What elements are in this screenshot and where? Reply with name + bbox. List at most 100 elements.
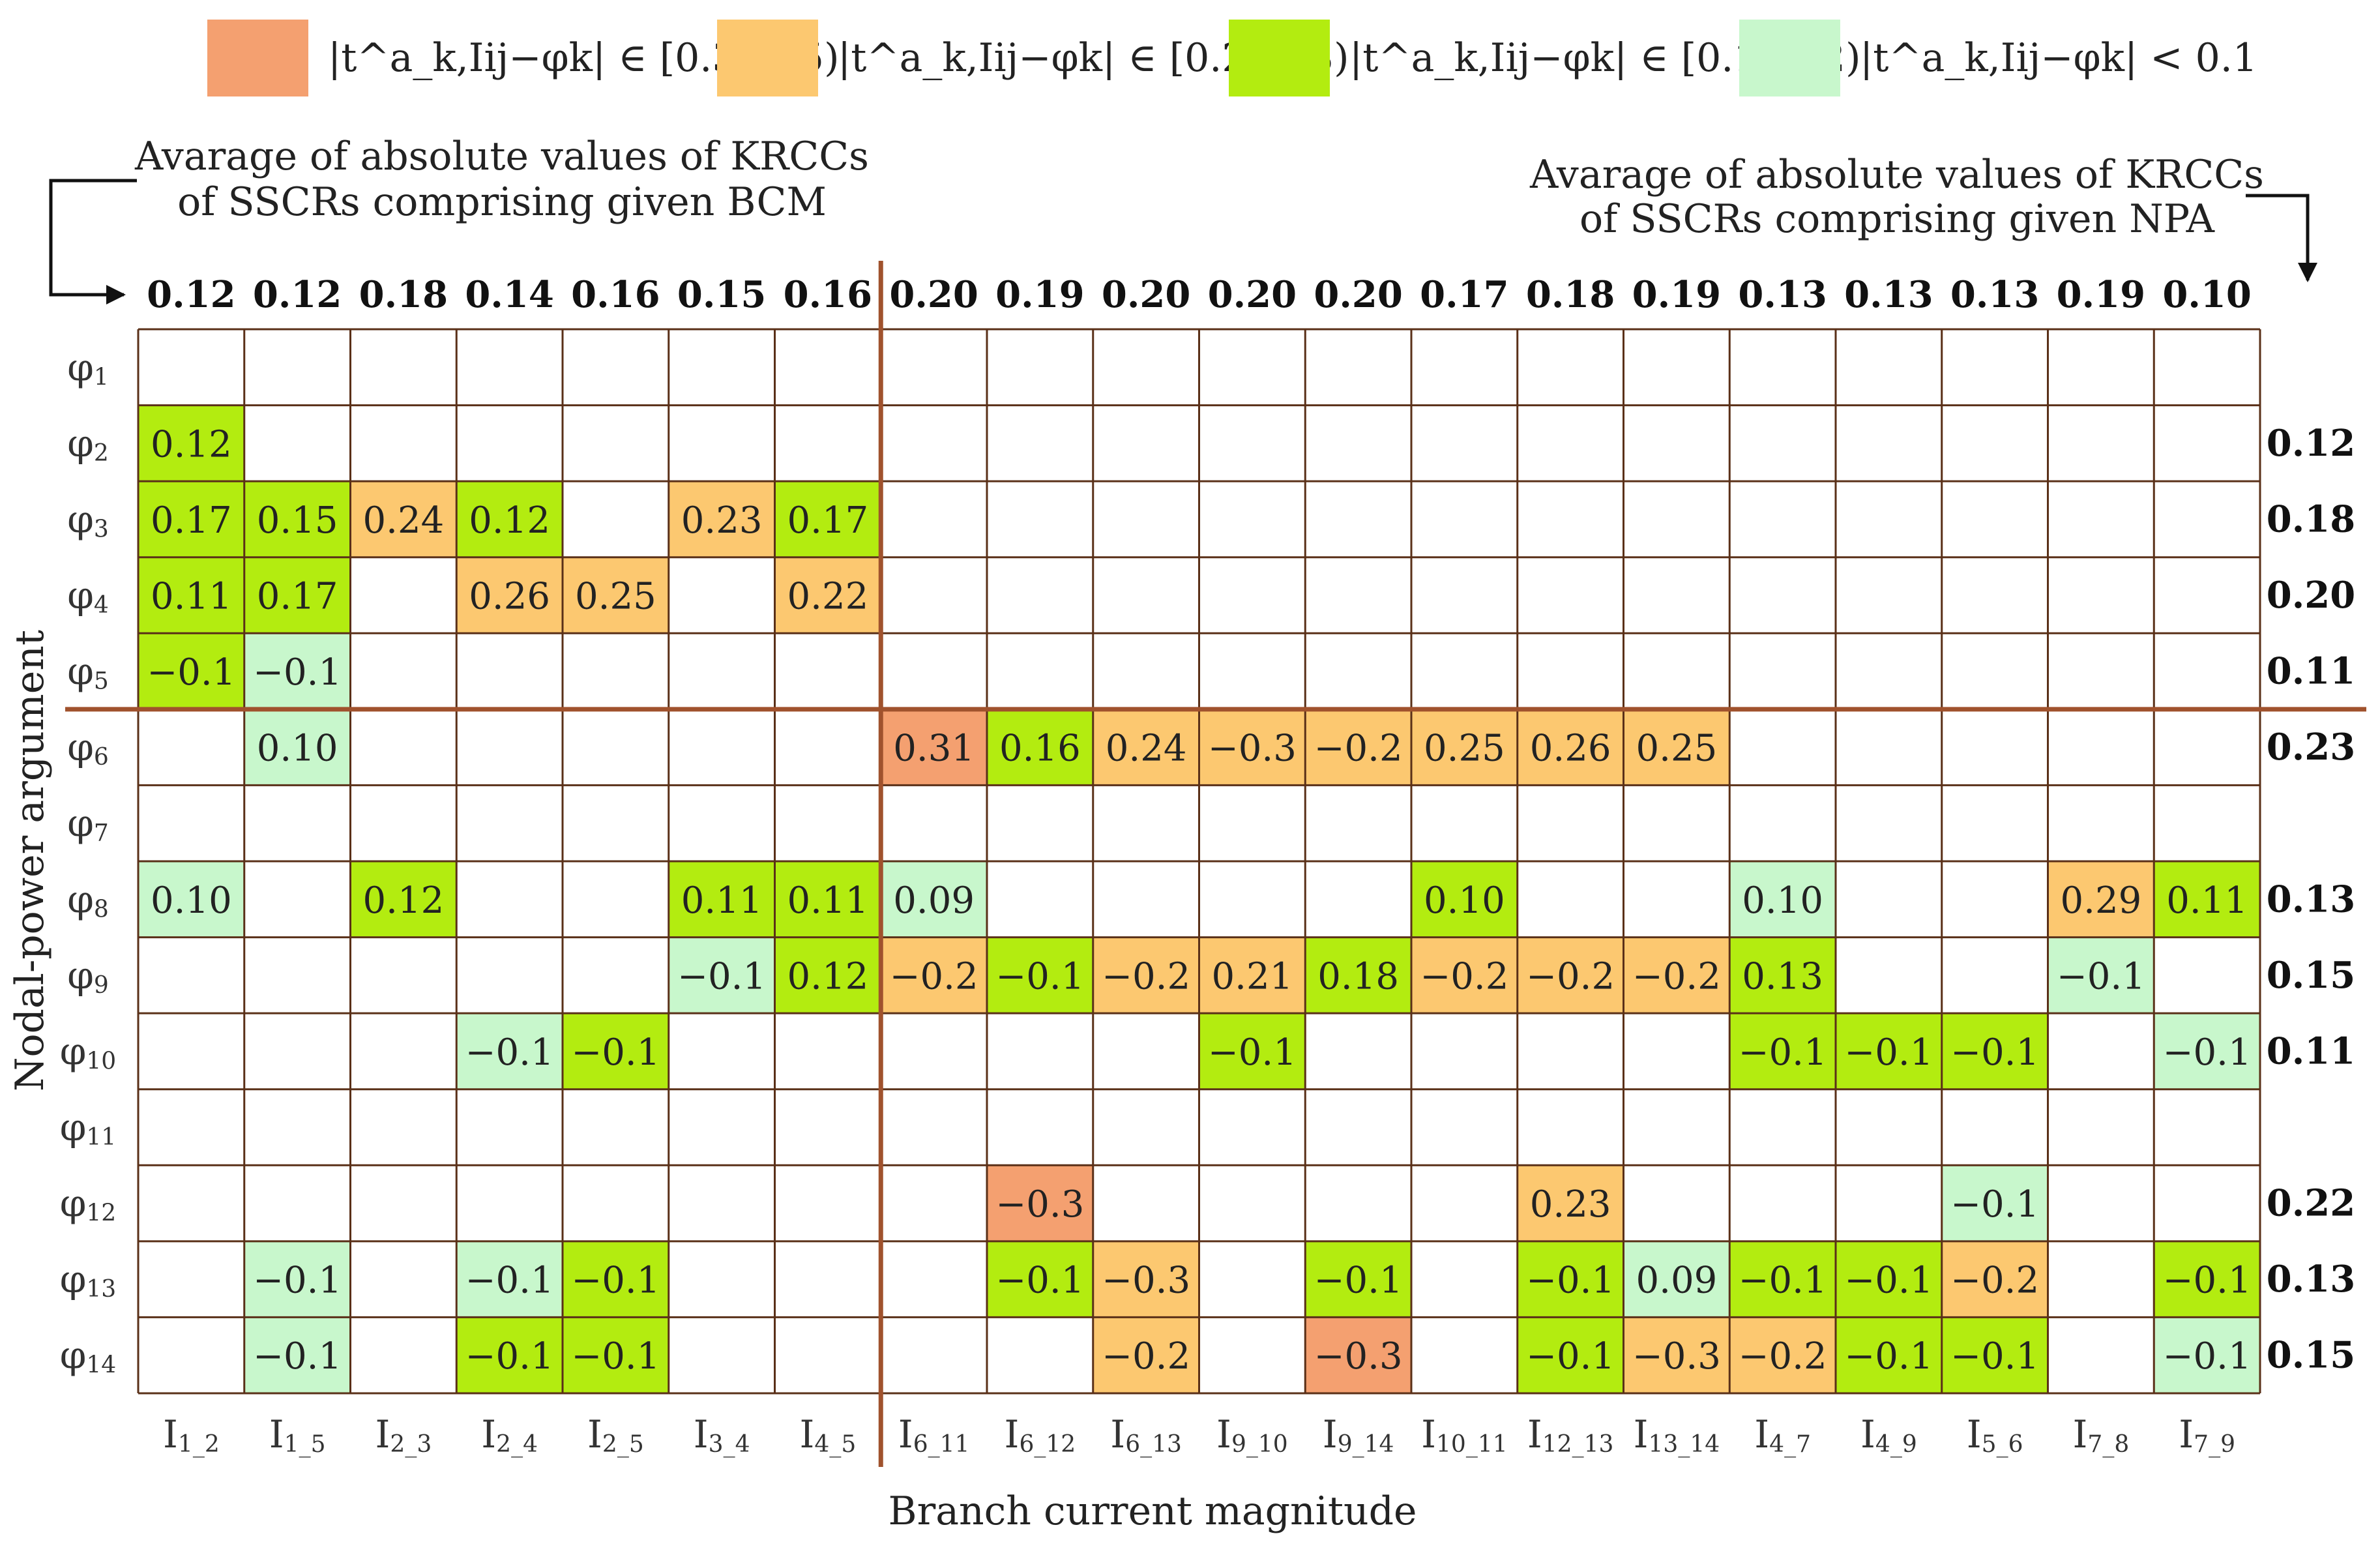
heatmap-cell	[881, 861, 987, 938]
heatmap-cell	[987, 861, 1093, 938]
heatmap-cell	[774, 557, 881, 634]
heatmap-cell	[350, 1165, 457, 1241]
heatmap-cell	[350, 329, 457, 406]
heatmap-cell	[350, 405, 457, 482]
heatmap-cell	[138, 785, 244, 861]
heatmap-cell	[1729, 937, 1836, 1014]
cell-value-label: −0.1	[1526, 1335, 1615, 1378]
heatmap-cell	[1623, 1013, 1730, 1089]
cell-value-label: −0.3	[995, 1183, 1084, 1226]
cell-value-label: 0.10	[257, 728, 338, 770]
heatmap-cell	[563, 405, 669, 482]
npa-arrow	[2246, 194, 2317, 282]
heatmap-cell	[2154, 785, 2260, 861]
cell-value-label: 0.31	[893, 728, 975, 770]
heatmap-cell	[456, 1241, 563, 1318]
cell-value-label: 0.23	[1530, 1183, 1611, 1226]
heatmap-cell	[350, 633, 457, 709]
heatmap-cell	[668, 633, 775, 709]
heatmap-cell	[881, 1165, 987, 1241]
row-label: φ13	[60, 1257, 116, 1303]
heatmap-cell	[774, 633, 881, 709]
heatmap-cell	[1305, 329, 1411, 406]
heatmap-cell	[1517, 405, 1624, 482]
heatmap-cell	[1623, 709, 1730, 786]
cell-value-label: −0.2	[1526, 955, 1615, 998]
heatmap-cell	[1305, 481, 1411, 557]
heatmap-cell	[1517, 1165, 1624, 1241]
cell-value-label: 0.21	[1212, 955, 1293, 998]
row-average-label: 0.18	[2267, 497, 2355, 540]
cell-value-label: 0.15	[257, 499, 338, 542]
column-average-label: 0.20	[1208, 273, 1297, 316]
heatmap-cell	[774, 785, 881, 861]
heatmap-cell	[774, 1317, 881, 1393]
heatmap-cell	[563, 861, 669, 938]
heatmap-cell	[138, 1317, 244, 1393]
heatmap-cell	[244, 633, 351, 709]
heatmap-cell	[563, 1241, 669, 1318]
heatmap-cell	[987, 329, 1093, 406]
heatmap-cell	[1836, 329, 1942, 406]
heatmap-cell	[1623, 1165, 1730, 1241]
heatmap-cells: 0.12 0.17 0.15 0.24 0.12 0.23 0.17 0.11 0.17 0.26…	[138, 329, 2260, 1393]
heatmap-cell	[1836, 1165, 1942, 1241]
heatmap-cell	[2154, 329, 2260, 406]
heatmap-cell	[350, 1013, 457, 1089]
heatmap-cell	[1729, 1089, 1836, 1166]
cell-value-label: −0.1	[1844, 1260, 1933, 1302]
heatmap-cell	[987, 557, 1093, 634]
heatmap-cell	[1517, 785, 1624, 861]
column-label: I5_6	[1967, 1412, 2023, 1458]
row-average-label: 0.13	[2267, 1258, 2355, 1301]
cell-value-label: −0.1	[2163, 1031, 2252, 1074]
heatmap-cell	[1305, 1241, 1411, 1318]
cell-value-label: −0.2	[1102, 955, 1190, 998]
bcm-note-line-2: of SSCRs comprising given BCM	[177, 179, 827, 225]
cell-value-label: −0.1	[1950, 1183, 2039, 1226]
heatmap-cell	[2048, 1165, 2154, 1241]
heatmap-cell	[1941, 1089, 2048, 1166]
heatmap-cell	[1199, 633, 1306, 709]
column-label: I3_4	[694, 1412, 750, 1458]
cell-value-label: 0.11	[151, 576, 232, 618]
heatmap-cell	[668, 557, 775, 634]
heatmap-cell	[350, 861, 457, 938]
cell-value-label: −0.1	[465, 1335, 554, 1378]
heatmap-cell	[244, 861, 351, 938]
column-average-label: 0.16	[784, 273, 872, 316]
heatmap-cell	[987, 709, 1093, 786]
heatmap-cell	[1199, 481, 1306, 557]
heatmap-grid	[65, 261, 2366, 1467]
heatmap-cell	[1093, 405, 1199, 482]
cell-value-label: 0.10	[1424, 880, 1505, 922]
heatmap-cell	[1093, 633, 1199, 709]
heatmap-cell	[1729, 1317, 1836, 1393]
heatmap-cell	[1836, 481, 1942, 557]
heatmap-cell	[563, 481, 669, 557]
heatmap-cell	[2154, 709, 2260, 786]
heatmap-cell	[1941, 937, 2048, 1014]
column-average-label: 0.20	[1314, 273, 1402, 316]
cell-value-label: 0.24	[363, 499, 445, 542]
heatmap-cell	[1836, 633, 1942, 709]
heatmap-cell	[774, 405, 881, 482]
heatmap-cell	[668, 481, 775, 557]
heatmap-cell	[1411, 633, 1518, 709]
heatmap-cell	[1093, 785, 1199, 861]
heatmap-cell	[1093, 1089, 1199, 1166]
heatmap-cell	[987, 1317, 1093, 1393]
heatmap-cell	[774, 937, 881, 1014]
heatmap-cell	[1836, 709, 1942, 786]
row-label: φ8	[67, 877, 109, 923]
heatmap-cell	[1941, 1317, 2048, 1393]
heatmap-cell	[1411, 557, 1518, 634]
heatmap-cell	[987, 1013, 1093, 1089]
column-label: I6_12	[1005, 1412, 1076, 1458]
heatmap-cell	[1305, 1089, 1411, 1166]
column-average-label: 0.15	[677, 273, 766, 316]
heatmap-cell	[2154, 1089, 2260, 1166]
heatmap-cell	[668, 937, 775, 1014]
heatmap-cell	[350, 1317, 457, 1393]
